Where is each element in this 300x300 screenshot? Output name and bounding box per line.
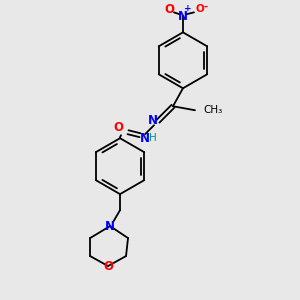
Text: N: N [140,132,150,145]
Text: O: O [196,4,204,14]
Text: CH₃: CH₃ [203,105,222,115]
Text: O: O [103,260,113,272]
Text: N: N [148,114,158,127]
Text: -: - [204,2,208,11]
Text: N: N [178,10,188,23]
Text: O: O [164,3,174,16]
Text: H: H [149,133,157,143]
Text: N: N [105,220,115,232]
Text: +: + [184,4,192,13]
Text: O: O [113,121,123,134]
